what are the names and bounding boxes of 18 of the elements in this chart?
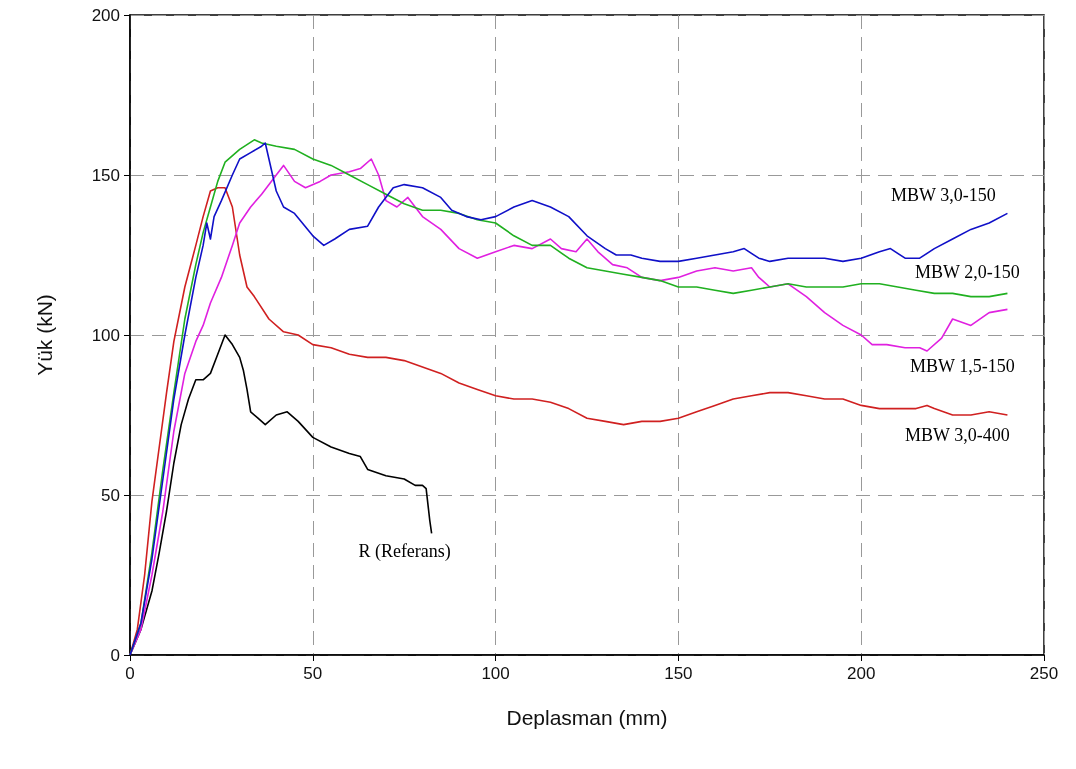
series-label: MBW 3,0-400 [905, 425, 1010, 445]
x-tick-label: 250 [1029, 664, 1059, 683]
series-label: MBW 3,0-150 [891, 185, 996, 206]
y-tick-label: 50 [101, 485, 120, 505]
y-tick-label: 100 [91, 325, 120, 345]
y-tick-label: 200 [91, 5, 120, 25]
y-axis-title: Yük (kN) [33, 294, 56, 376]
series-label: R (Referans) [358, 541, 451, 563]
y-tick-label: 150 [91, 165, 120, 185]
x-axis-title: Deplasman (mm) [506, 706, 668, 729]
x-tick-label: 50 [303, 664, 323, 683]
y-tick-label: 0 [110, 645, 120, 665]
x-tick-label: 150 [664, 664, 693, 683]
x-tick-label: 200 [847, 664, 876, 683]
x-tick-label: 100 [481, 664, 510, 683]
x-tick-label: 0 [125, 664, 135, 683]
series-label: MBW 1,5-150 [910, 356, 1015, 377]
series-label: MBW 2,0-150 [915, 262, 1020, 283]
